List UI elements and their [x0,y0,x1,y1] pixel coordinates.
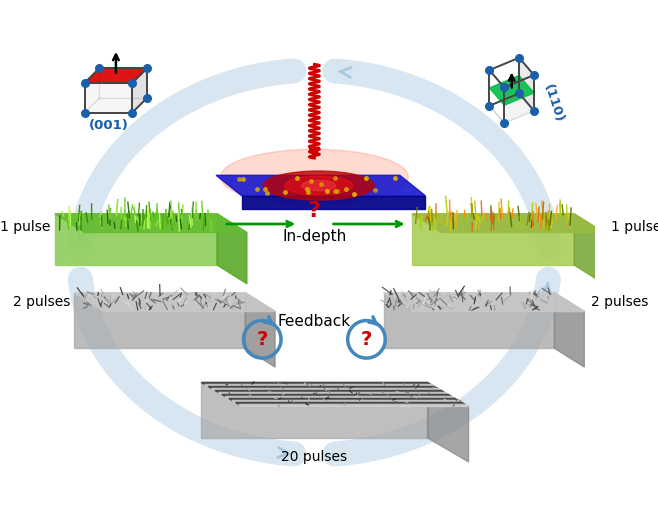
Polygon shape [85,68,147,83]
Text: ?: ? [361,330,372,349]
Polygon shape [208,386,438,388]
Text: In-depth: In-depth [282,229,347,244]
Polygon shape [216,175,426,196]
Polygon shape [519,58,534,111]
Polygon shape [205,384,434,386]
Text: 1 pulse: 1 pulse [0,219,51,234]
Polygon shape [574,214,604,284]
Text: 2 pulses: 2 pulses [13,295,70,309]
Polygon shape [232,400,462,402]
Polygon shape [215,391,445,392]
Polygon shape [222,394,451,396]
Polygon shape [211,388,442,391]
Ellipse shape [284,176,353,195]
Polygon shape [74,293,275,312]
Polygon shape [55,214,247,233]
Polygon shape [239,404,468,407]
Polygon shape [218,392,448,394]
Polygon shape [241,196,426,209]
Polygon shape [228,399,459,400]
Polygon shape [490,76,534,105]
Polygon shape [201,383,468,407]
Text: ?: ? [257,330,268,349]
Polygon shape [384,293,584,312]
Text: Feedback: Feedback [278,314,351,329]
Text: (001): (001) [89,119,128,132]
Polygon shape [412,214,574,265]
Polygon shape [201,383,431,384]
Ellipse shape [301,180,336,191]
Polygon shape [201,383,428,438]
Polygon shape [236,402,465,404]
Polygon shape [217,214,247,284]
Text: ?: ? [308,200,321,220]
Polygon shape [504,75,534,123]
Text: 20 pulses: 20 pulses [282,450,347,464]
Polygon shape [428,383,468,462]
Polygon shape [384,293,555,348]
Text: 2 pulses: 2 pulses [591,295,649,309]
Polygon shape [132,68,147,112]
Polygon shape [245,293,275,367]
Text: 1 pulse: 1 pulse [611,219,658,234]
Polygon shape [555,293,584,367]
Polygon shape [85,83,132,112]
Ellipse shape [220,149,409,205]
Polygon shape [412,214,604,233]
Ellipse shape [263,171,374,200]
Text: (110): (110) [542,82,566,124]
Polygon shape [55,214,217,265]
Polygon shape [74,293,245,348]
Polygon shape [225,396,455,399]
